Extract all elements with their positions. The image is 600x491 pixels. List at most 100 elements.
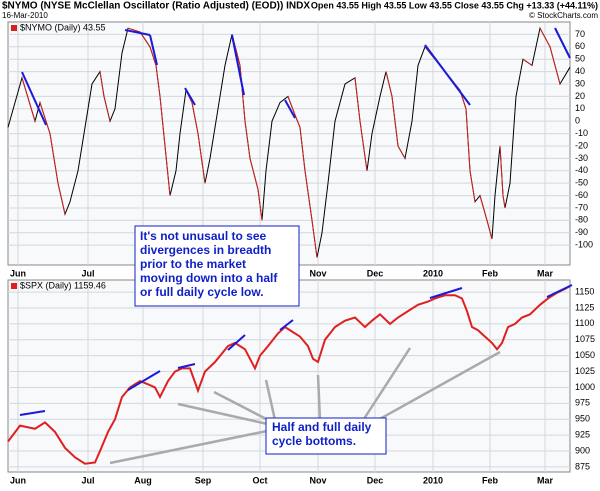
x-tick-label: Nov [309,268,326,278]
down-segment [539,27,551,48]
callout-line [316,374,322,421]
y-tick-label: 60 [575,41,585,51]
plot-area [7,21,571,266]
trend-line [546,284,573,298]
down-segment [385,71,393,97]
y-tick-label: 1000 [575,382,595,392]
x-tick-label: Dec [367,475,384,485]
note-text: moving down into a half [140,271,278,285]
down-segment [191,102,199,134]
quote: Open 43.55 High 43.55 Low 43.55 Close 43… [311,0,598,10]
x-tick-label: 2010 [423,475,443,485]
trend-line [424,44,471,106]
trend-line [21,71,47,126]
down-segment [304,170,313,221]
down-segment [502,195,506,209]
y-tick-label: 1050 [575,350,595,360]
x-tick-label: Jun [10,475,26,485]
trend-line [284,99,296,119]
trend-line [19,410,46,416]
callout-line [264,379,277,421]
down-segment [49,133,59,184]
x-tick-label: Jun [10,268,26,278]
down-segment [549,46,561,85]
legend-swatch [11,25,17,31]
down-segment [287,96,296,116]
x-tick-label: 2010 [423,268,443,278]
x-tick-label: Dec [367,268,384,278]
down-segment [354,77,361,122]
y-tick-label: 1100 [575,318,594,328]
down-segment [397,145,406,159]
trend-line [231,34,245,96]
note-text: It's not unusaul to see [140,229,267,243]
series-line [7,285,571,465]
down-segment [359,121,368,171]
down-segment [39,102,51,134]
y-tick-label: -50 [575,178,588,188]
y-tick-label: 0 [575,116,580,126]
note-box [265,417,387,455]
legend-swatch [11,283,17,289]
down-segment [155,65,161,97]
trend-line [227,334,246,351]
down-segment [257,189,263,221]
y-tick-label: -80 [575,215,588,225]
y-tick-label: 875 [575,461,590,471]
trend-line [124,29,151,36]
down-segment [294,114,301,128]
x-tick-label: Jul [81,475,94,485]
trend-line [184,87,196,106]
x-tick-label: Feb [482,475,499,485]
y-tick-label: 925 [575,430,590,440]
y-tick-label: 1075 [575,334,595,344]
y-tick-label: -30 [575,153,588,163]
trend-line [149,34,158,66]
down-segment [99,71,105,97]
x-tick-label: Mar [537,268,554,278]
x-tick-label: Mar [537,475,554,485]
y-tick-label: -10 [575,128,588,138]
note-text: prior to the market [140,257,246,271]
down-segment [21,77,36,122]
down-segment [522,58,533,66]
y-tick-label: -40 [575,165,588,175]
credit: © StockCharts.com [529,11,598,20]
note-text: or full daily cycle low. [140,285,264,299]
callout-lines [109,347,501,465]
down-segment [127,27,141,33]
price-panel: 1150 1125 1100 1075 1050 1025 1000 975 950 925 900… [7,279,595,485]
callout-line [213,390,273,424]
down-segment [299,127,306,171]
down-segment [479,195,488,221]
down-segment [469,170,476,202]
x-tick-label: Feb [482,268,499,278]
y-tick-label: 1125 [575,302,594,312]
note-text: cycle bottoms. [272,434,356,448]
x-tick-label: Aug [134,475,152,485]
trend-line [127,370,161,391]
trend-line [279,319,294,331]
title: $NYMO (NYSE McClellan Oscillator (Ratio … [2,1,310,12]
trend-line [177,363,196,369]
legend: $SPX (Daily) 1159.46 [20,280,106,290]
y-tick-label: 50 [575,54,585,64]
down-segment [57,183,66,215]
down-segment [486,220,493,240]
y-tick-label: 900 [575,445,590,455]
note-text: divergences in breadth [140,243,271,257]
callout-line [359,350,501,432]
oscillator-panel: 706050403020100-10-20-30-40-50-60-70-80-… [7,21,593,278]
x-tick-label: Jul [81,268,94,278]
y-tick-label: 975 [575,398,590,408]
y-tick-label: 950 [575,414,590,424]
y-tick-label: 10 [575,103,585,113]
callout-line [177,402,273,427]
callout-line [109,428,273,465]
y-tick-label: -60 [575,190,588,200]
down-segment [159,96,166,147]
callout-line [358,347,412,426]
y-tick-label: -70 [575,202,588,212]
